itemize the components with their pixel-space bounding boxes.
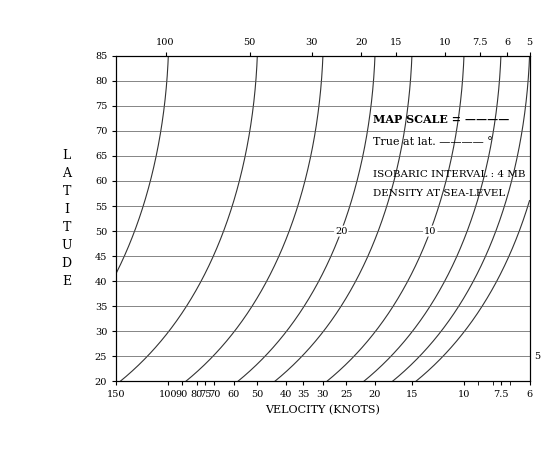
X-axis label: VELOCITY (KNOTS): VELOCITY (KNOTS) bbox=[265, 405, 380, 415]
Text: 20: 20 bbox=[335, 226, 347, 236]
Text: MAP SCALE = ————: MAP SCALE = ———— bbox=[372, 114, 509, 125]
Text: L
A
T
I
T
U
D
E: L A T I T U D E bbox=[62, 149, 72, 288]
Text: 5: 5 bbox=[534, 352, 540, 361]
Text: 10: 10 bbox=[424, 226, 436, 236]
Text: True at lat. ———— °: True at lat. ———— ° bbox=[372, 137, 492, 147]
Text: DENSITY AT SEA-LEVEL: DENSITY AT SEA-LEVEL bbox=[372, 189, 504, 198]
Text: ISOBARIC INTERVAL : 4 MB: ISOBARIC INTERVAL : 4 MB bbox=[372, 170, 525, 178]
